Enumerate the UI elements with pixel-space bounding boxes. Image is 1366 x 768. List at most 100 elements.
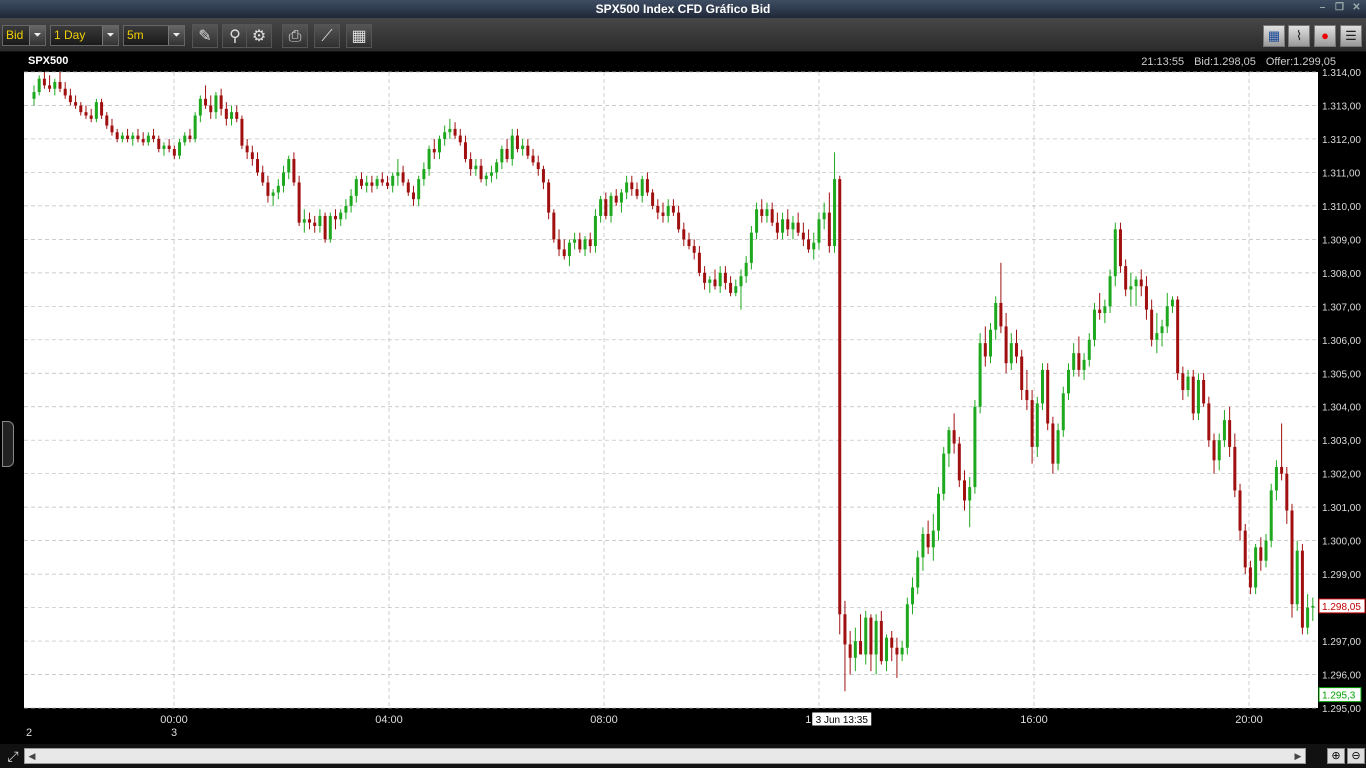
candle-body bbox=[271, 192, 275, 196]
y-tick-label: 1.305,00 bbox=[1322, 369, 1361, 380]
candle-body bbox=[604, 199, 608, 216]
minimize-icon[interactable]: – bbox=[1319, 2, 1326, 13]
candle-body bbox=[1217, 440, 1221, 461]
candle-body bbox=[755, 209, 759, 233]
candle-body bbox=[765, 209, 769, 216]
candle-body bbox=[1264, 540, 1268, 561]
scroll-right-icon[interactable]: ▶ bbox=[1294, 751, 1302, 761]
candle-body bbox=[640, 179, 644, 196]
candle-body bbox=[1285, 473, 1289, 511]
window-title: SPX500 Index CFD Gráfico Bid bbox=[595, 2, 771, 16]
candle-body bbox=[152, 135, 156, 139]
candle-body bbox=[375, 179, 379, 186]
candle-body bbox=[349, 195, 353, 206]
side-panel-handle[interactable] bbox=[2, 421, 14, 467]
candle-body bbox=[931, 530, 935, 548]
candle-body bbox=[885, 637, 889, 662]
pin-tool-button[interactable]: ⚲ bbox=[222, 24, 248, 48]
candle-body bbox=[692, 246, 696, 253]
close-icon[interactable]: ✕ bbox=[1352, 2, 1361, 13]
range-select[interactable]: 1 Day ⏷ bbox=[50, 25, 119, 46]
candle-body bbox=[1061, 393, 1065, 431]
low-label: 1.295,3 bbox=[1322, 691, 1356, 702]
left-strip bbox=[0, 53, 24, 743]
print-button[interactable]: ⎙ bbox=[282, 24, 308, 48]
candle-body bbox=[869, 617, 873, 655]
candle-body bbox=[588, 239, 592, 247]
candle-body bbox=[609, 195, 613, 216]
zoom-in-button[interactable]: ⊕ bbox=[1327, 748, 1345, 764]
candle-body bbox=[739, 276, 743, 287]
candle-body bbox=[318, 215, 322, 226]
candle-body bbox=[230, 112, 234, 119]
y-tick-label: 1.312,00 bbox=[1322, 135, 1361, 146]
candle-body bbox=[661, 212, 665, 216]
candle-body bbox=[256, 159, 260, 173]
zoom-out-icon: ⊖ bbox=[1351, 750, 1361, 762]
date-label: 2 bbox=[26, 727, 32, 739]
chart-type-button[interactable]: ⟋ bbox=[314, 24, 340, 48]
alert-button[interactable]: ● bbox=[1314, 25, 1336, 47]
candle-body bbox=[760, 209, 764, 216]
candle-body bbox=[1311, 605, 1315, 608]
candle-body bbox=[723, 272, 727, 283]
expand-icon[interactable]: ⤢ bbox=[7, 748, 19, 764]
candle-body bbox=[905, 604, 909, 648]
candle-body bbox=[749, 232, 753, 263]
interval-select[interactable]: 5m ⏷ bbox=[123, 25, 185, 46]
candle-body bbox=[198, 98, 202, 116]
chart-style-button[interactable]: ⌇ bbox=[1288, 25, 1310, 47]
indicator-tool-button[interactable]: ⚙ bbox=[246, 24, 272, 48]
x-tick-label: 00:00 bbox=[160, 714, 188, 726]
draw-tool-button[interactable]: ✎ bbox=[192, 24, 218, 48]
candle-body bbox=[1144, 286, 1148, 310]
restore-icon[interactable]: ❐ bbox=[1335, 2, 1344, 13]
notes-button[interactable]: ☰ bbox=[1340, 25, 1362, 47]
candle-body bbox=[1103, 306, 1107, 314]
horizontal-scrollbar[interactable]: ◀ ▶ bbox=[24, 748, 1306, 764]
candle-body bbox=[235, 112, 239, 119]
chevron-down-icon[interactable]: ⏷ bbox=[102, 26, 118, 45]
candle-body bbox=[240, 118, 244, 146]
chevron-down-icon[interactable]: ⏷ bbox=[168, 26, 184, 45]
candle-body bbox=[1300, 550, 1304, 628]
candle-body bbox=[1051, 423, 1055, 464]
scroll-left-icon[interactable]: ◀ bbox=[28, 751, 36, 761]
x-tick-label: 20:00 bbox=[1235, 714, 1263, 726]
candle-body bbox=[328, 215, 332, 240]
candle-body bbox=[302, 219, 306, 223]
table-view-button[interactable]: ▦ bbox=[346, 24, 372, 48]
candle-body bbox=[359, 179, 363, 186]
candle-body bbox=[1139, 279, 1143, 287]
candle-body bbox=[916, 557, 920, 588]
candle-body bbox=[178, 142, 182, 156]
chart-panel[interactable]: 1.295,001.296,001.297,001.298,001.299,00… bbox=[24, 53, 1366, 743]
candle-body bbox=[1098, 309, 1102, 314]
candle-body bbox=[687, 239, 691, 247]
price-type-select[interactable]: Bid ⏷ bbox=[2, 25, 46, 46]
candle-body bbox=[63, 88, 67, 96]
candle-body bbox=[952, 430, 956, 444]
candlestick-chart[interactable]: 1.295,001.296,001.297,001.298,001.299,00… bbox=[24, 53, 1366, 743]
chart-icon: ⌇ bbox=[1295, 28, 1303, 43]
candle-body bbox=[1181, 373, 1185, 390]
y-tick-label: 1.309,00 bbox=[1322, 235, 1361, 246]
y-tick-label: 1.302,00 bbox=[1322, 470, 1361, 481]
candle-body bbox=[1269, 490, 1273, 541]
layout-button[interactable]: ▦ bbox=[1263, 25, 1285, 47]
candle-body bbox=[1118, 229, 1122, 267]
candle-body bbox=[1124, 266, 1128, 290]
zoom-out-button[interactable]: ⊖ bbox=[1347, 748, 1365, 764]
candle-body bbox=[1030, 400, 1034, 447]
chevron-down-icon[interactable]: ⏷ bbox=[29, 26, 45, 45]
y-tick-label: 1.314,00 bbox=[1322, 68, 1361, 79]
candle-body bbox=[1228, 420, 1232, 447]
candle-body bbox=[1196, 379, 1200, 414]
candle-body bbox=[822, 212, 826, 220]
candle-body bbox=[697, 252, 701, 273]
candle-body bbox=[843, 614, 847, 645]
candle-body bbox=[1290, 510, 1294, 605]
candle-body bbox=[770, 209, 774, 223]
candle-body bbox=[1025, 390, 1029, 401]
